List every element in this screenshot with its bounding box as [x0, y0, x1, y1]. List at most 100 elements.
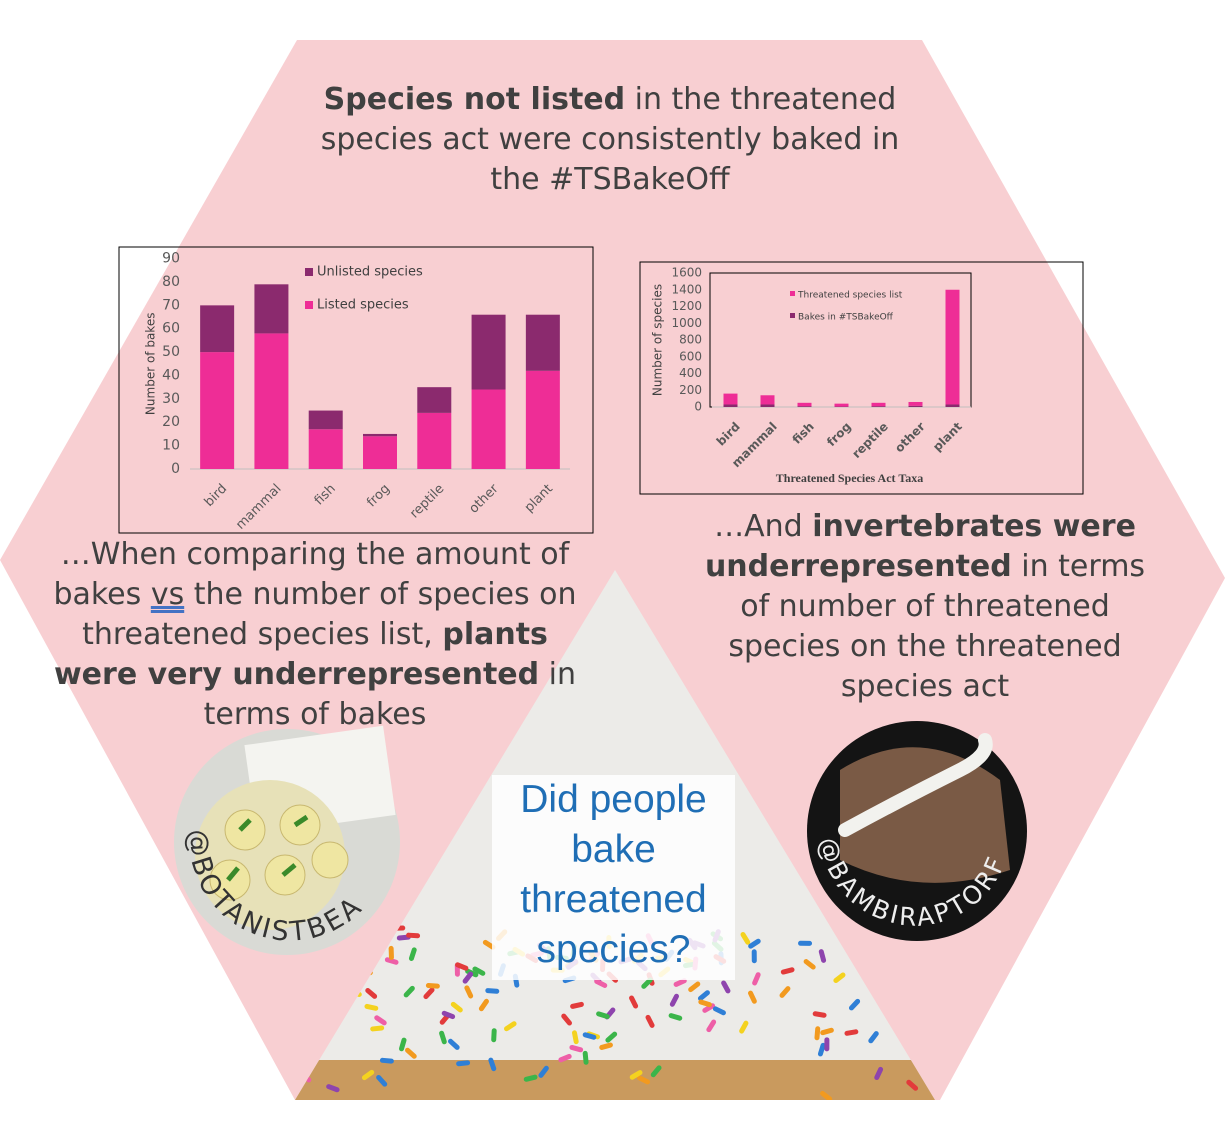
- sprinkle: [818, 949, 827, 963]
- sprinkle: [405, 1047, 417, 1059]
- sprinkle: [698, 999, 712, 1008]
- y-tick-label: 600: [679, 349, 702, 363]
- sprinkle: [673, 978, 687, 987]
- sprinkle: [456, 1060, 471, 1067]
- sprinkle: [504, 1021, 517, 1032]
- y-tick-label: 0: [171, 461, 180, 477]
- note-left: …When comparing the amount of bakes vs t…: [40, 535, 590, 734]
- text: the number of species on threatened spec…: [82, 576, 577, 652]
- sprinkle: [706, 1019, 717, 1033]
- y-tick-label: 1400: [671, 282, 702, 296]
- bar-segment: [254, 284, 289, 334]
- sprinkle: [403, 985, 415, 998]
- y-tick-label: 1600: [671, 266, 702, 280]
- sprinkle: [523, 1074, 538, 1082]
- sprinkle: [570, 1001, 584, 1009]
- emphasis: plants were very underrepresented: [53, 616, 548, 692]
- y-tick-label: 400: [679, 366, 702, 380]
- sprinkle: [712, 1006, 726, 1016]
- y-tick-label: 40: [162, 367, 180, 383]
- sprinkle: [814, 1026, 821, 1041]
- bar-segment: [308, 429, 343, 469]
- sprinkle: [365, 987, 378, 999]
- sprinkle: [448, 1038, 460, 1050]
- bar-segment: [363, 433, 397, 437]
- bar-segment: [525, 370, 560, 469]
- sprinkle: [752, 972, 761, 986]
- sprinkle: [650, 1065, 662, 1078]
- sprinkle: [721, 980, 731, 994]
- sprinkle: [472, 966, 486, 976]
- sprinkle: [645, 1014, 655, 1028]
- sprinkle: [399, 1037, 407, 1052]
- bar-segment: [797, 402, 812, 407]
- y-tick-label: 1000: [671, 316, 702, 330]
- bar-segment: [471, 314, 506, 390]
- legend-swatch: [305, 301, 313, 309]
- sprinkle: [599, 1042, 613, 1050]
- bar-segment: [723, 393, 738, 405]
- text: …When comparing the amount of bakes: [53, 537, 570, 612]
- sprinkle: [697, 990, 710, 1001]
- sprinkle: [561, 1013, 572, 1026]
- sprinkle: [817, 1042, 826, 1057]
- bar-segment: [797, 406, 812, 407]
- y-tick-label: 20: [162, 414, 180, 430]
- y-tick-label: 70: [162, 297, 180, 313]
- sprinkle: [874, 1066, 884, 1081]
- y-axis-title: Number of bakes: [144, 313, 158, 416]
- bar-segment: [723, 404, 738, 407]
- sprinkle: [812, 1011, 827, 1018]
- sprinkle: [462, 971, 474, 984]
- sprinkle: [751, 949, 757, 964]
- sprinkle: [558, 1053, 572, 1063]
- sprinkle: [844, 1029, 859, 1036]
- sprinkle: [464, 985, 474, 999]
- sprinkle: [361, 1069, 375, 1081]
- sprinkle: [384, 957, 399, 965]
- bar-segment: [525, 314, 560, 371]
- bar-segment: [417, 387, 452, 413]
- sprinkle: [669, 993, 679, 1007]
- sprinkle: [441, 1010, 456, 1020]
- text: in terms of number of threatened species…: [728, 548, 1146, 704]
- sprinkle: [779, 986, 791, 998]
- y-tick-label: 60: [162, 321, 180, 337]
- y-tick-label: 10: [162, 438, 180, 454]
- sprinkle: [582, 1032, 597, 1040]
- y-tick-label: 800: [679, 333, 702, 347]
- x-axis-title: Threatened Species Act Taxa: [776, 471, 923, 485]
- bar-segment: [834, 403, 849, 407]
- legend-swatch: [790, 313, 795, 318]
- sprinkle: [584, 1104, 592, 1119]
- sprinkle: [780, 967, 795, 975]
- y-tick-label: 80: [162, 274, 180, 290]
- y-tick-label: 30: [162, 391, 180, 407]
- sprinkle: [748, 938, 761, 949]
- sprinkle: [406, 932, 421, 939]
- sprinkle: [740, 932, 751, 945]
- bar-segment: [871, 406, 886, 407]
- sprinkle: [569, 1044, 584, 1053]
- emphasis: invertebrates were underrepresented: [704, 509, 1136, 584]
- legend-swatch: [305, 268, 313, 276]
- chart-frame: [118, 246, 594, 534]
- sprinkle: [739, 1020, 749, 1034]
- note-right: …And invertebrates were underrepresented…: [690, 507, 1160, 706]
- bar-segment: [908, 405, 923, 407]
- photo-botanist: @BOTANISTBEA: [174, 725, 400, 955]
- sprinkle: [596, 1011, 610, 1020]
- y-tick-label: 200: [679, 383, 702, 397]
- sprinkle: [747, 990, 757, 1004]
- sprinkle: [824, 1037, 830, 1052]
- sprinkle: [833, 972, 846, 983]
- sprinkle: [798, 940, 813, 946]
- sprinkle: [370, 1025, 385, 1032]
- bar-segment: [760, 404, 775, 407]
- sprinkle: [364, 1003, 379, 1011]
- emphasis: Species not listed: [323, 82, 626, 117]
- sprinkle: [637, 1075, 651, 1085]
